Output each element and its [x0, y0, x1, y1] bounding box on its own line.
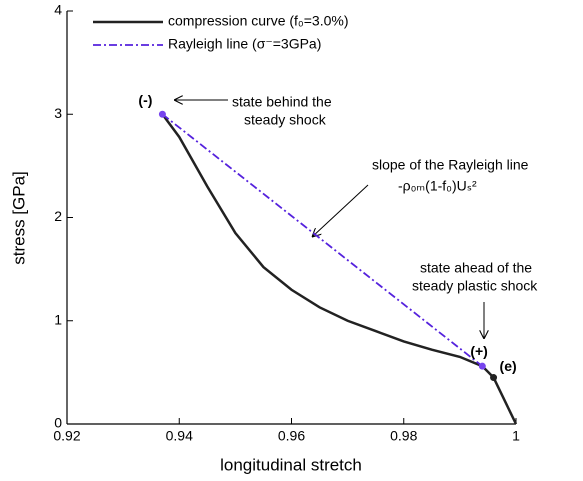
point-label: (+) [470, 343, 488, 359]
annotation: state behind the [232, 94, 332, 110]
x-tick-label: 1 [512, 428, 520, 444]
arrow [312, 184, 369, 237]
annotation: steady plastic shock [412, 278, 538, 294]
annotation: slope of the Rayleigh line [372, 157, 529, 173]
x-axis-label: longitudinal stretch [220, 455, 362, 474]
point [158, 110, 166, 118]
annotation: state ahead of the [420, 260, 532, 276]
x-tick-label: 0.92 [53, 428, 80, 444]
point [478, 362, 486, 370]
y-tick-label: 3 [54, 105, 62, 121]
y-tick-label: 2 [54, 208, 62, 224]
y-tick-label: 0 [54, 415, 62, 431]
legend-label: compression curve (f₀=3.0%) [168, 13, 349, 29]
y-axis-label: stress [GPa] [9, 171, 28, 265]
x-tick-label: 0.96 [278, 428, 305, 444]
annotation: -ρ₀ₘ(1-f₀)Uₛ² [398, 178, 477, 194]
point-label: (-) [138, 92, 152, 108]
annotation: steady shock [244, 112, 327, 128]
y-tick-label: 4 [54, 2, 62, 18]
point-label: (e) [500, 358, 517, 374]
x-tick-label: 0.94 [166, 428, 193, 444]
x-tick-label: 0.98 [390, 428, 417, 444]
series-line [161, 113, 483, 367]
series-line [161, 113, 518, 425]
point [490, 374, 498, 382]
y-tick-label: 1 [54, 311, 62, 327]
legend-label: Rayleigh line (σ⁻=3GPa) [168, 36, 321, 52]
